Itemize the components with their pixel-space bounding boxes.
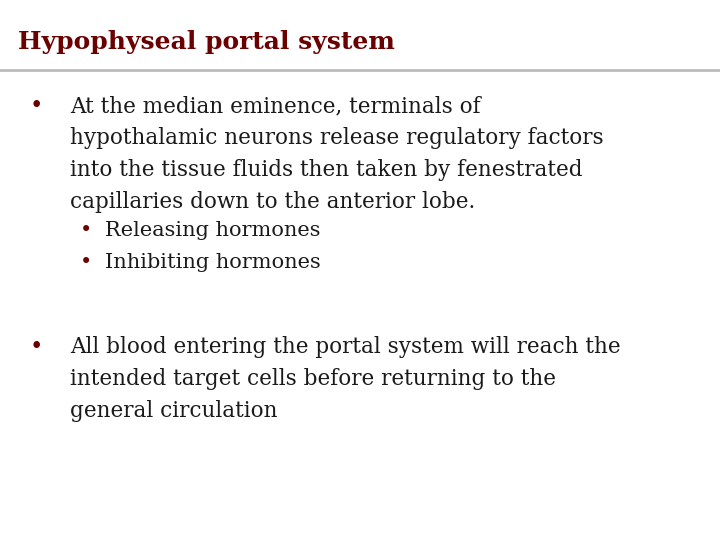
Text: capillaries down to the anterior lobe.: capillaries down to the anterior lobe.: [70, 191, 475, 213]
Text: •: •: [30, 336, 43, 358]
Text: All blood entering the portal system will reach the: All blood entering the portal system wil…: [70, 336, 621, 358]
Text: •: •: [30, 95, 43, 117]
Text: intended target cells before returning to the: intended target cells before returning t…: [70, 368, 556, 390]
Text: into the tissue fluids then taken by fenestrated: into the tissue fluids then taken by fen…: [70, 159, 582, 181]
Text: •: •: [80, 221, 92, 240]
Text: •: •: [80, 253, 92, 272]
Text: Hypophyseal portal system: Hypophyseal portal system: [18, 30, 395, 54]
Text: hypothalamic neurons release regulatory factors: hypothalamic neurons release regulatory …: [70, 127, 603, 149]
Text: Inhibiting hormones: Inhibiting hormones: [105, 253, 320, 272]
Text: Releasing hormones: Releasing hormones: [105, 221, 320, 240]
Text: At the median eminence, terminals of: At the median eminence, terminals of: [70, 95, 481, 117]
Text: general circulation: general circulation: [70, 400, 277, 422]
